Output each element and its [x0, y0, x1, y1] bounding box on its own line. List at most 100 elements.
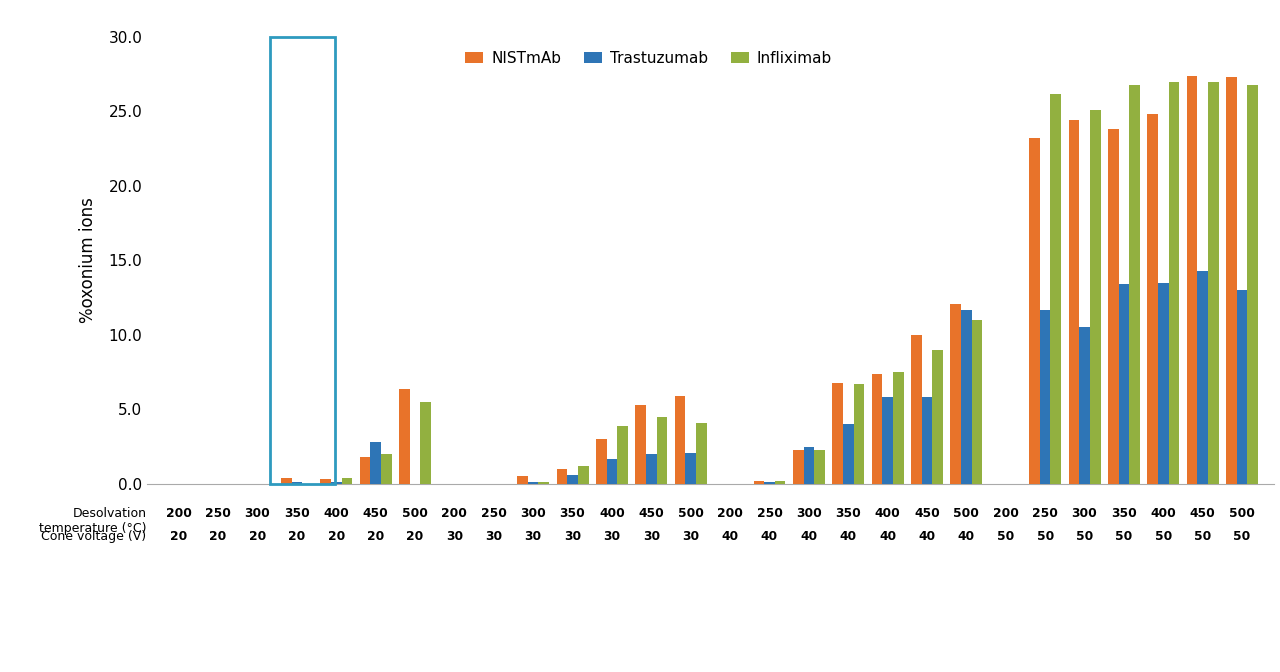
Text: 250: 250 [756, 507, 782, 520]
Text: 200: 200 [166, 507, 192, 520]
Bar [1129, 85, 1140, 484]
Bar [657, 417, 667, 484]
Text: 50: 50 [1234, 530, 1251, 543]
Text: 30: 30 [445, 530, 463, 543]
Text: 300: 300 [520, 507, 547, 520]
Bar [1169, 82, 1179, 484]
Text: 30: 30 [682, 530, 699, 543]
Bar [1187, 76, 1197, 484]
Bar [1051, 93, 1061, 484]
Bar [635, 405, 646, 484]
Bar [567, 475, 577, 484]
Bar [381, 454, 392, 484]
Text: 450: 450 [639, 507, 664, 520]
Bar [832, 382, 844, 484]
Bar [1108, 129, 1119, 484]
Text: 350: 350 [1111, 507, 1137, 520]
Text: 400: 400 [874, 507, 901, 520]
Bar [292, 482, 302, 484]
Text: 40: 40 [800, 530, 818, 543]
Bar [792, 450, 804, 484]
Text: 20: 20 [170, 530, 187, 543]
Text: 500: 500 [1229, 507, 1254, 520]
Text: 300: 300 [1071, 507, 1097, 520]
Bar [596, 439, 607, 484]
Bar [1208, 82, 1219, 484]
Text: 200: 200 [717, 507, 742, 520]
Text: 50: 50 [1037, 530, 1053, 543]
Text: 40: 40 [840, 530, 856, 543]
Text: 20: 20 [328, 530, 344, 543]
Bar [332, 482, 342, 484]
Bar [844, 424, 854, 484]
Bar [1226, 77, 1236, 484]
Bar [370, 442, 381, 484]
Bar [1147, 114, 1158, 484]
Text: 50: 50 [1115, 530, 1133, 543]
Bar [764, 482, 774, 484]
Text: 50: 50 [1155, 530, 1172, 543]
Text: 20: 20 [288, 530, 306, 543]
Bar [539, 482, 549, 484]
Bar [1079, 327, 1089, 484]
Text: 450: 450 [914, 507, 940, 520]
Text: 300: 300 [244, 507, 270, 520]
Text: 30: 30 [525, 530, 541, 543]
Bar [754, 481, 764, 484]
Bar [420, 402, 431, 484]
Bar [675, 396, 685, 484]
Bar [342, 478, 352, 484]
Bar [1029, 138, 1039, 484]
Text: 200: 200 [442, 507, 467, 520]
Bar [1236, 290, 1248, 484]
Text: 20: 20 [210, 530, 227, 543]
Text: 500: 500 [954, 507, 979, 520]
Text: 30: 30 [643, 530, 660, 543]
Bar [360, 457, 370, 484]
Bar [527, 482, 539, 484]
Text: 500: 500 [678, 507, 704, 520]
Text: 40: 40 [760, 530, 778, 543]
Bar [951, 304, 961, 484]
Text: 50: 50 [1076, 530, 1093, 543]
Bar [854, 384, 864, 484]
Bar [961, 310, 972, 484]
Bar [804, 447, 814, 484]
Text: 250: 250 [481, 507, 507, 520]
Text: 250: 250 [1032, 507, 1059, 520]
Bar [557, 469, 567, 484]
Bar [696, 423, 707, 484]
Bar [399, 388, 410, 484]
Y-axis label: %oxonium ions: %oxonium ions [79, 198, 97, 323]
Bar [646, 454, 657, 484]
Text: 30: 30 [564, 530, 581, 543]
Bar [932, 349, 943, 484]
Text: 20: 20 [406, 530, 424, 543]
Bar [911, 335, 922, 484]
Text: Desolvation
temperature (°C): Desolvation temperature (°C) [38, 507, 146, 535]
Text: 350: 350 [559, 507, 585, 520]
Bar [814, 450, 824, 484]
Bar [1158, 283, 1169, 484]
Text: 40: 40 [879, 530, 896, 543]
Text: 30: 30 [603, 530, 621, 543]
Bar [1197, 271, 1208, 484]
Text: 500: 500 [402, 507, 428, 520]
Text: 450: 450 [362, 507, 389, 520]
Text: 400: 400 [324, 507, 349, 520]
Text: 50: 50 [997, 530, 1015, 543]
Bar [1089, 110, 1101, 484]
Bar [280, 478, 292, 484]
Bar [774, 481, 786, 484]
Text: 20: 20 [248, 530, 266, 543]
Text: 40: 40 [722, 530, 739, 543]
Text: 400: 400 [599, 507, 625, 520]
Legend: NISTmAb, Trastuzumab, Infliximab: NISTmAb, Trastuzumab, Infliximab [460, 44, 838, 72]
Text: 40: 40 [919, 530, 936, 543]
Text: 30: 30 [485, 530, 502, 543]
Bar [1039, 310, 1051, 484]
Text: Cone voltage (V): Cone voltage (V) [41, 530, 146, 543]
Text: 350: 350 [836, 507, 861, 520]
Bar [1119, 284, 1129, 484]
Text: 300: 300 [796, 507, 822, 520]
